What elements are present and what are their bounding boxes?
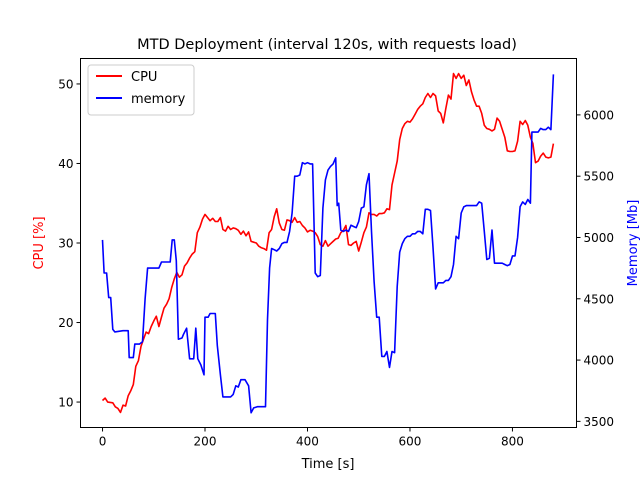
legend-box [87, 64, 195, 116]
series-line-memory [101, 74, 555, 414]
x-tick-label: 800 [501, 435, 524, 449]
y-right-axis-label: Memory [Mb] [626, 200, 640, 287]
y-right-tick-label: 4500 [584, 292, 615, 306]
y-left-tick-label: 30 [58, 237, 73, 251]
legend-label-cpu: CPU [131, 70, 157, 85]
y-right-tick-label: 3500 [584, 415, 615, 429]
legend: CPU memory [87, 64, 195, 116]
y-right-tick-label: 6000 [584, 108, 615, 122]
series-layer [101, 72, 555, 414]
x-axis-ticks: 0 200 400 600 800 [99, 427, 524, 449]
y-right-tick-label: 5500 [584, 170, 615, 184]
x-tick-label: 400 [296, 435, 319, 449]
y-right-tick-label: 5000 [584, 231, 615, 245]
y-left-tick-label: 20 [58, 316, 73, 330]
chart-title: MTD Deployment (interval 120s, with requ… [137, 37, 517, 53]
x-tick-label: 200 [194, 435, 217, 449]
series-line-cpu [101, 72, 555, 414]
y-right-tick-label: 4000 [584, 354, 615, 368]
x-tick-label: 0 [99, 435, 107, 449]
y-left-tick-label: 10 [58, 396, 73, 410]
x-axis-label: Time [s] [301, 457, 355, 472]
y-left-tick-label: 50 [58, 77, 73, 91]
x-tick-label: 600 [399, 435, 422, 449]
y-right-axis-ticks: 3500 4000 4500 5000 5500 6000 [576, 108, 615, 429]
y-left-axis-ticks: 10 20 30 40 50 [58, 77, 81, 410]
legend-label-memory: memory [131, 92, 186, 107]
y-left-tick-label: 40 [58, 157, 73, 171]
y-left-axis-label: CPU [%] [32, 216, 47, 269]
